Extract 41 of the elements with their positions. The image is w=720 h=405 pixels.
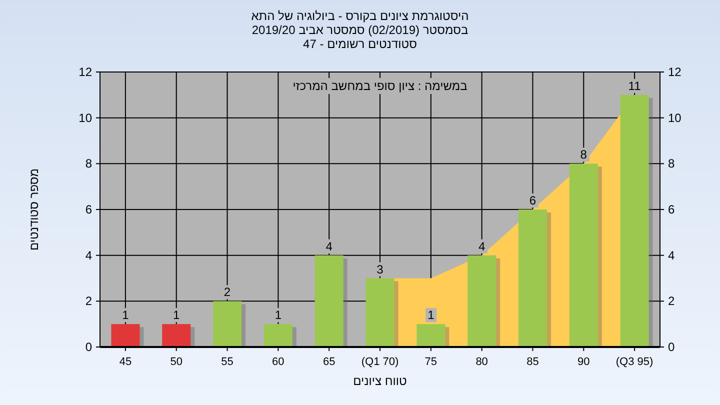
y2-tick-label: 2: [668, 294, 675, 308]
chart-subtitle: בסמסטר (02/2019) סמסטר אביב 2019/20 סטודנטים רשומים - 47: [252, 23, 468, 51]
x-tick-label: 60: [272, 356, 284, 368]
y2-tick-label: 0: [668, 340, 675, 354]
y-tick-label: 8: [85, 156, 92, 171]
x-tick-label: 65: [322, 356, 336, 368]
y-tick-label: 10: [78, 110, 92, 125]
y2-tick-label: 12: [668, 65, 682, 79]
y2-tick-label: 4: [668, 248, 675, 262]
data-label: 6: [529, 194, 536, 208]
y-tick-label: 12: [78, 65, 92, 79]
y-tick-label: 2: [85, 294, 92, 308]
data-label: 4: [326, 239, 333, 254]
data-label: 1: [274, 308, 282, 322]
x-tick-label: (Q3 95): [616, 356, 654, 368]
y-tick-label: 4: [85, 248, 92, 262]
chart-title: היסטוגרמת ציונים בקורס - ביולוגיה של התא: [251, 9, 469, 23]
y-tick-label: 0: [85, 340, 92, 354]
data-label: 3: [376, 262, 384, 276]
y2-tick-label: 6: [668, 202, 675, 216]
data-label: 1: [173, 308, 180, 322]
annotation: במשימה : ציון סופי במחשב המרכזי: [292, 79, 468, 93]
data-label: 1: [122, 308, 130, 322]
x-tick-label: 45: [119, 356, 132, 368]
x-axis-title: טווח ציונים: [353, 374, 408, 388]
y-tick-label: 6: [85, 202, 92, 216]
x-tick-label: 85: [526, 356, 539, 368]
x-tick-label: 90: [578, 356, 590, 368]
data-label: 11: [628, 78, 642, 93]
x-tick-label: 55: [221, 356, 234, 368]
y2-tick-label: 10: [668, 110, 682, 125]
data-label: 8: [580, 148, 588, 162]
x-tick-label: 75: [424, 356, 438, 368]
x-tick-label: 80: [476, 356, 488, 368]
y2-tick-label: 8: [668, 156, 675, 171]
x-tick-label: (Q1 70): [361, 356, 399, 368]
y-axis-title: מספר סטודנטים: [27, 168, 41, 251]
x-tick-label: 50: [170, 356, 182, 368]
data-label: 1: [428, 308, 435, 322]
data-label: 4: [478, 239, 486, 254]
data-label: 2: [224, 285, 231, 300]
